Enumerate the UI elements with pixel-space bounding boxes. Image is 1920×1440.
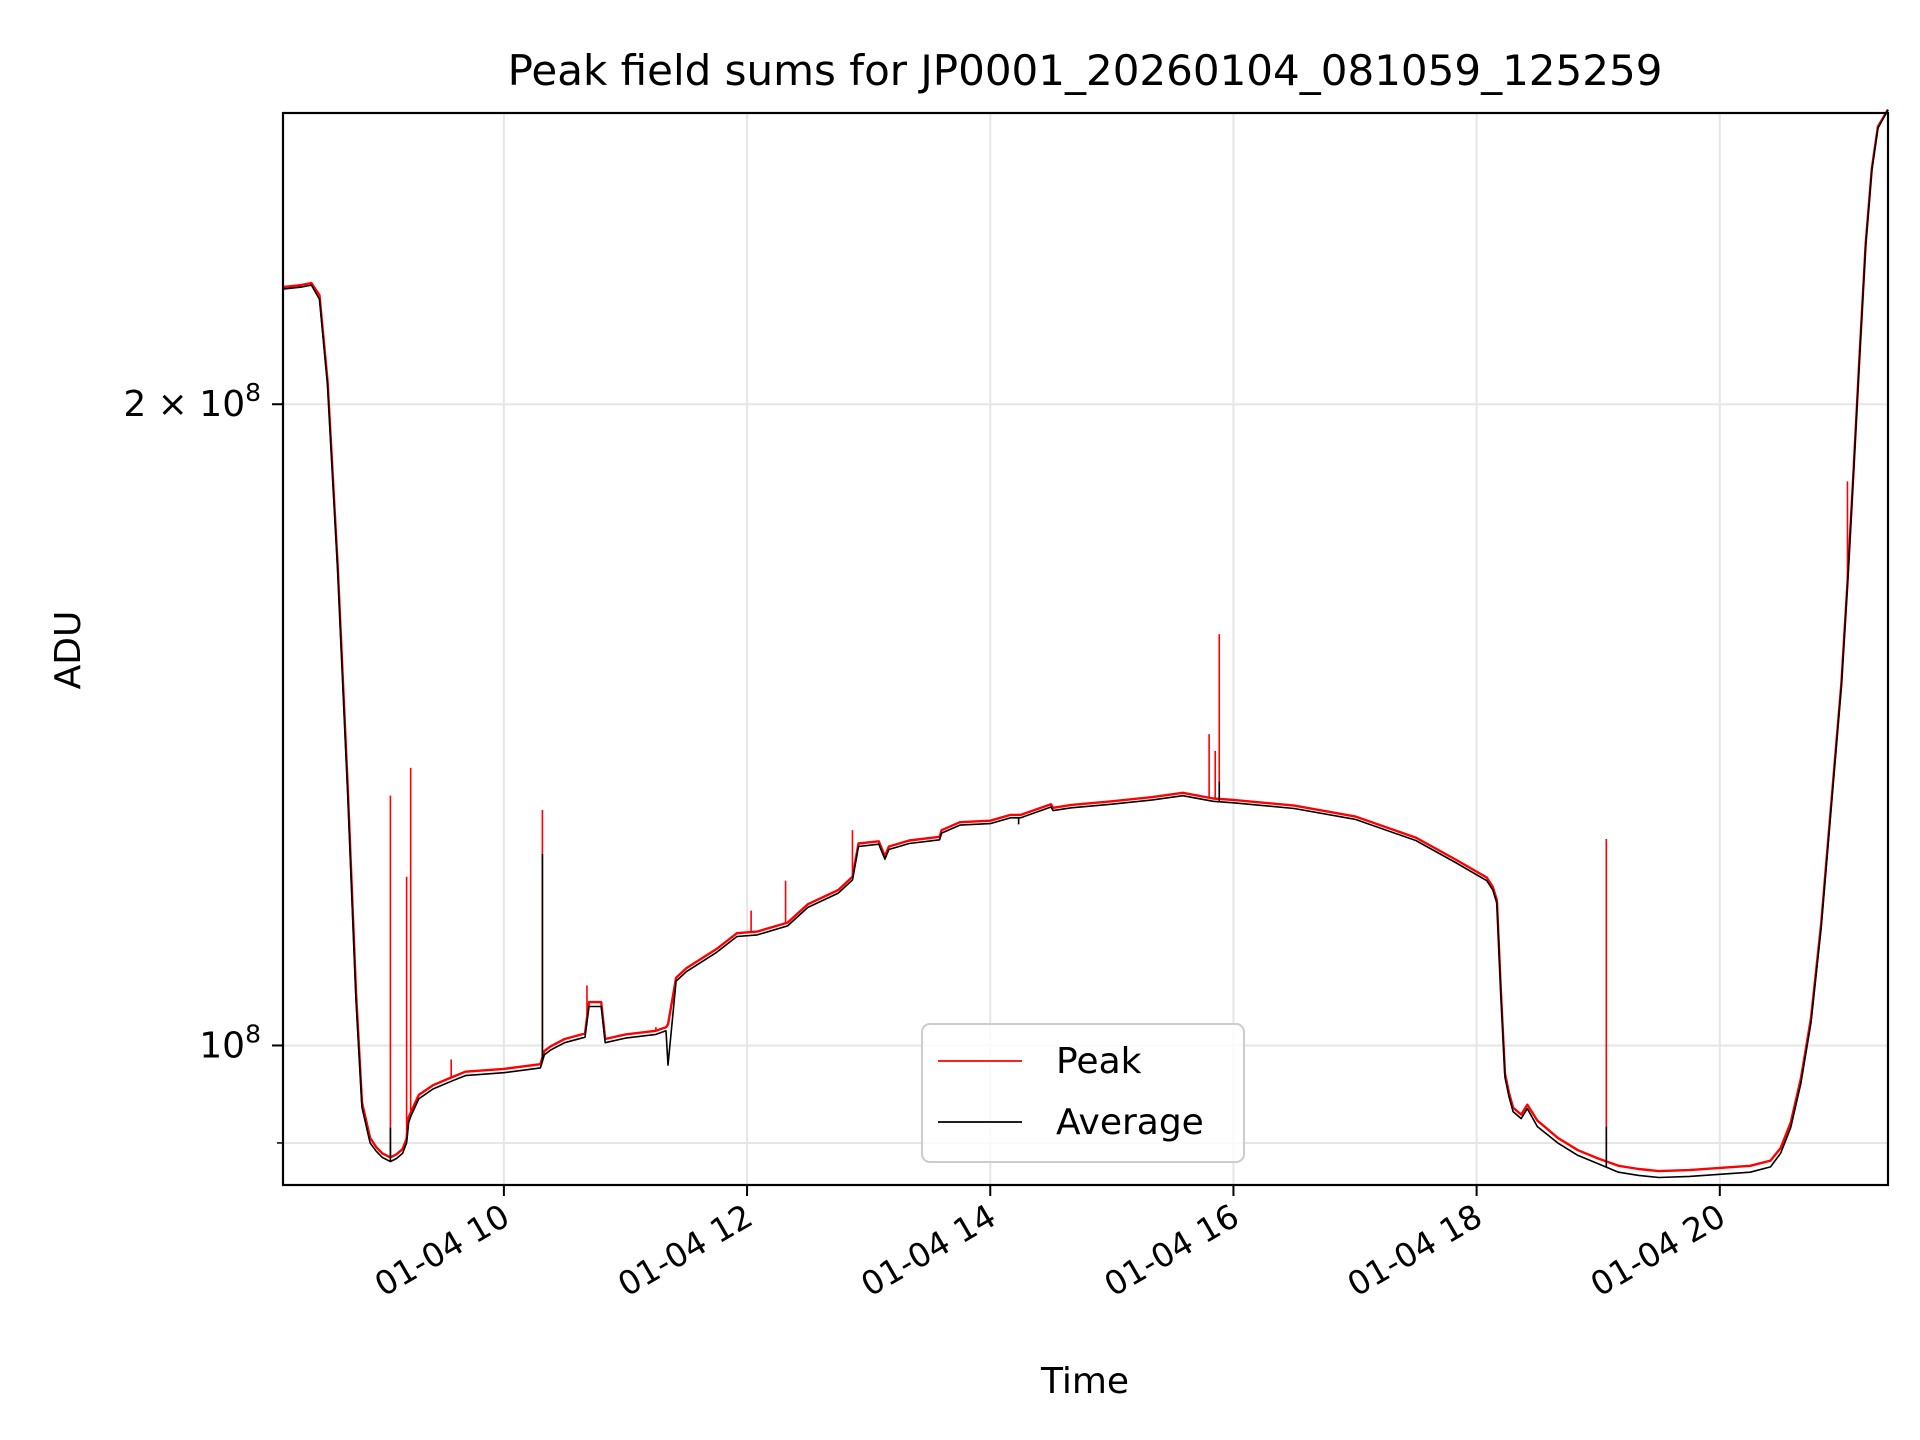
chart-title: Peak field sums for JP0001_20260104_0810… [508,46,1663,95]
legend-label-peak: Peak [1056,1041,1142,1082]
series-average-line [282,109,1889,1179]
y-tick-label-base: 10 [199,1025,245,1066]
y-tick-label: 2 × 108 [123,378,261,425]
y-tick-label: 108 [199,1019,261,1066]
grid [283,113,1888,1185]
legend: Peak Average [921,1023,1245,1163]
legend-label-average: Average [1056,1102,1204,1143]
y-tick-label-exponent: 8 [245,378,261,407]
x-axis-label: Time [1040,1361,1129,1402]
axes-frame [281,111,1890,1187]
y-axis-label: ADU [48,611,89,690]
plot-area [282,108,1890,1179]
legend-box [921,1023,1245,1163]
y-tick-label-base: 2 × 10 [123,384,245,425]
y-tick-label-exponent: 8 [245,1019,261,1048]
series-peak-line [282,108,1890,1173]
